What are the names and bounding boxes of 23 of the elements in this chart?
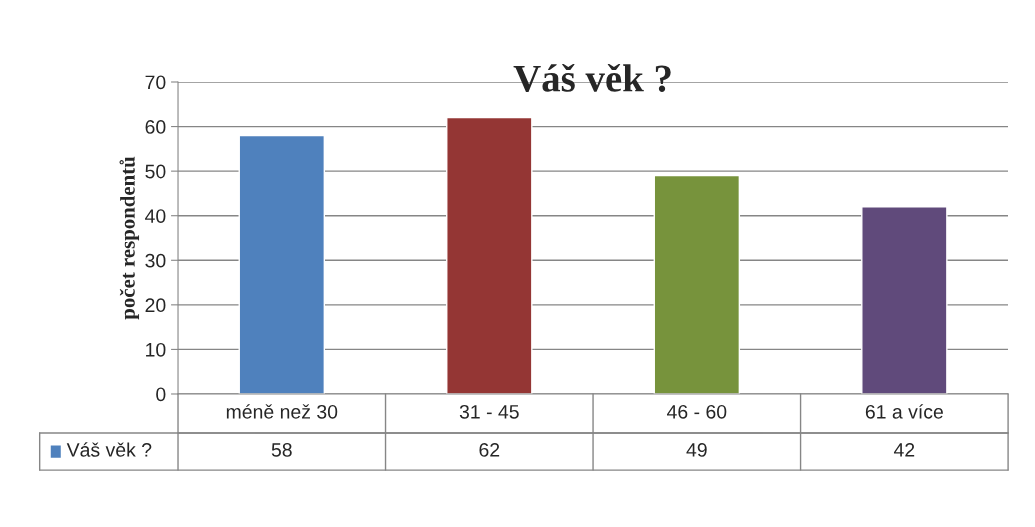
bar — [861, 206, 948, 394]
y-tick-label: 20 — [145, 298, 166, 313]
data-label: 62 — [479, 443, 500, 457]
data-label: 49 — [686, 443, 707, 457]
chart-title: Váš věk ? — [513, 63, 671, 92]
y-tick-label: 70 — [145, 75, 166, 90]
y-tick-label: 60 — [145, 120, 166, 134]
x-tick-label: 61 a více — [865, 404, 943, 419]
data-label: 58 — [271, 443, 292, 457]
y-tick-label: 10 — [146, 342, 166, 357]
bar — [653, 174, 741, 394]
x-tick-label: 31 - 45 — [459, 404, 519, 419]
legend-label: Váš věk ? — [66, 442, 152, 457]
y-tick-label: 0 — [156, 387, 166, 402]
bar — [446, 116, 533, 394]
y-tick-label: 50 — [145, 164, 166, 179]
x-tick-label: méně než 30 — [226, 404, 338, 419]
data-label: 42 — [893, 443, 915, 457]
y-axis-title: počet respondentů — [119, 156, 140, 320]
x-tick-label: 46 - 60 — [667, 404, 727, 419]
y-tick-label: 30 — [145, 253, 166, 268]
bar — [238, 134, 326, 394]
y-tick-label: 40 — [145, 209, 166, 223]
